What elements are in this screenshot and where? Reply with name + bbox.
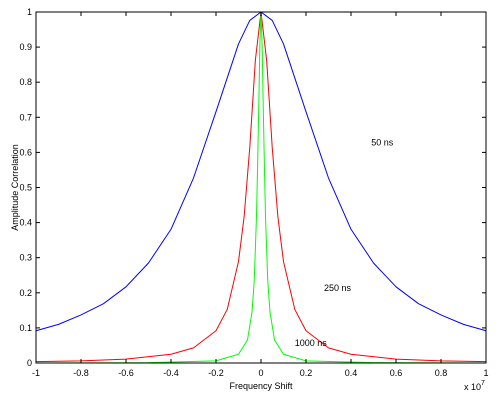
- x-tick-label: 1: [483, 368, 488, 378]
- x-tick-label: -0.8: [73, 368, 89, 378]
- curves-group: [35, 11, 487, 364]
- x-tick-label: 0.2: [300, 368, 313, 378]
- series-label-250ns: 250 ns: [324, 283, 352, 293]
- x-tick-label: -1: [32, 368, 40, 378]
- y-tick-label: 0.2: [19, 288, 32, 298]
- y-tick-label: 1: [27, 7, 32, 17]
- y-axis-label: Amplitude Correlation: [10, 144, 20, 231]
- x-tick-label: -0.6: [118, 368, 134, 378]
- x-tick-label: 0.6: [390, 368, 403, 378]
- y-tick-label: 0.9: [19, 42, 32, 52]
- x-exponent-power: 7: [481, 380, 485, 387]
- x-ticks-group: -1 -0.8 -0.6 -0.4 -0.2 0 0.2 0.4 0.6 0.8 1: [32, 12, 489, 378]
- y-tick-label: 0.3: [19, 253, 32, 263]
- y-tick-label: 0.6: [19, 147, 32, 157]
- series-line-1000ns: [35, 11, 487, 364]
- series-line-50ns: [35, 11, 487, 332]
- y-tick-label: 0.1: [19, 323, 32, 333]
- x-tick-label: -0.4: [163, 368, 179, 378]
- plot-frame: [35, 11, 487, 364]
- y-tick-label: 0.4: [19, 218, 32, 228]
- x-tick-label: 0.4: [345, 368, 358, 378]
- x-axis-label: Frequency Shift: [229, 381, 293, 391]
- y-tick-label: 0.7: [19, 112, 32, 122]
- y-tick-label: 0.8: [19, 77, 32, 87]
- x-exponent-base: x 10: [464, 382, 481, 392]
- series-line-250ns: [35, 11, 487, 363]
- x-exponent-label: x 107: [464, 380, 485, 392]
- y-ticks-group: 0 0.1 0.2 0.3 0.4 0.5 0.6 0.7 0.8 0.9 1: [19, 7, 486, 368]
- y-tick-label: 0.5: [19, 183, 32, 193]
- x-tick-label: -0.2: [208, 368, 224, 378]
- series-label-50ns: 50 ns: [371, 137, 394, 147]
- x-tick-label: 0: [258, 368, 263, 378]
- series-label-1000ns: 1000 ns: [295, 338, 328, 348]
- y-tick-label: 0: [27, 358, 32, 368]
- x-tick-label: 0.8: [435, 368, 448, 378]
